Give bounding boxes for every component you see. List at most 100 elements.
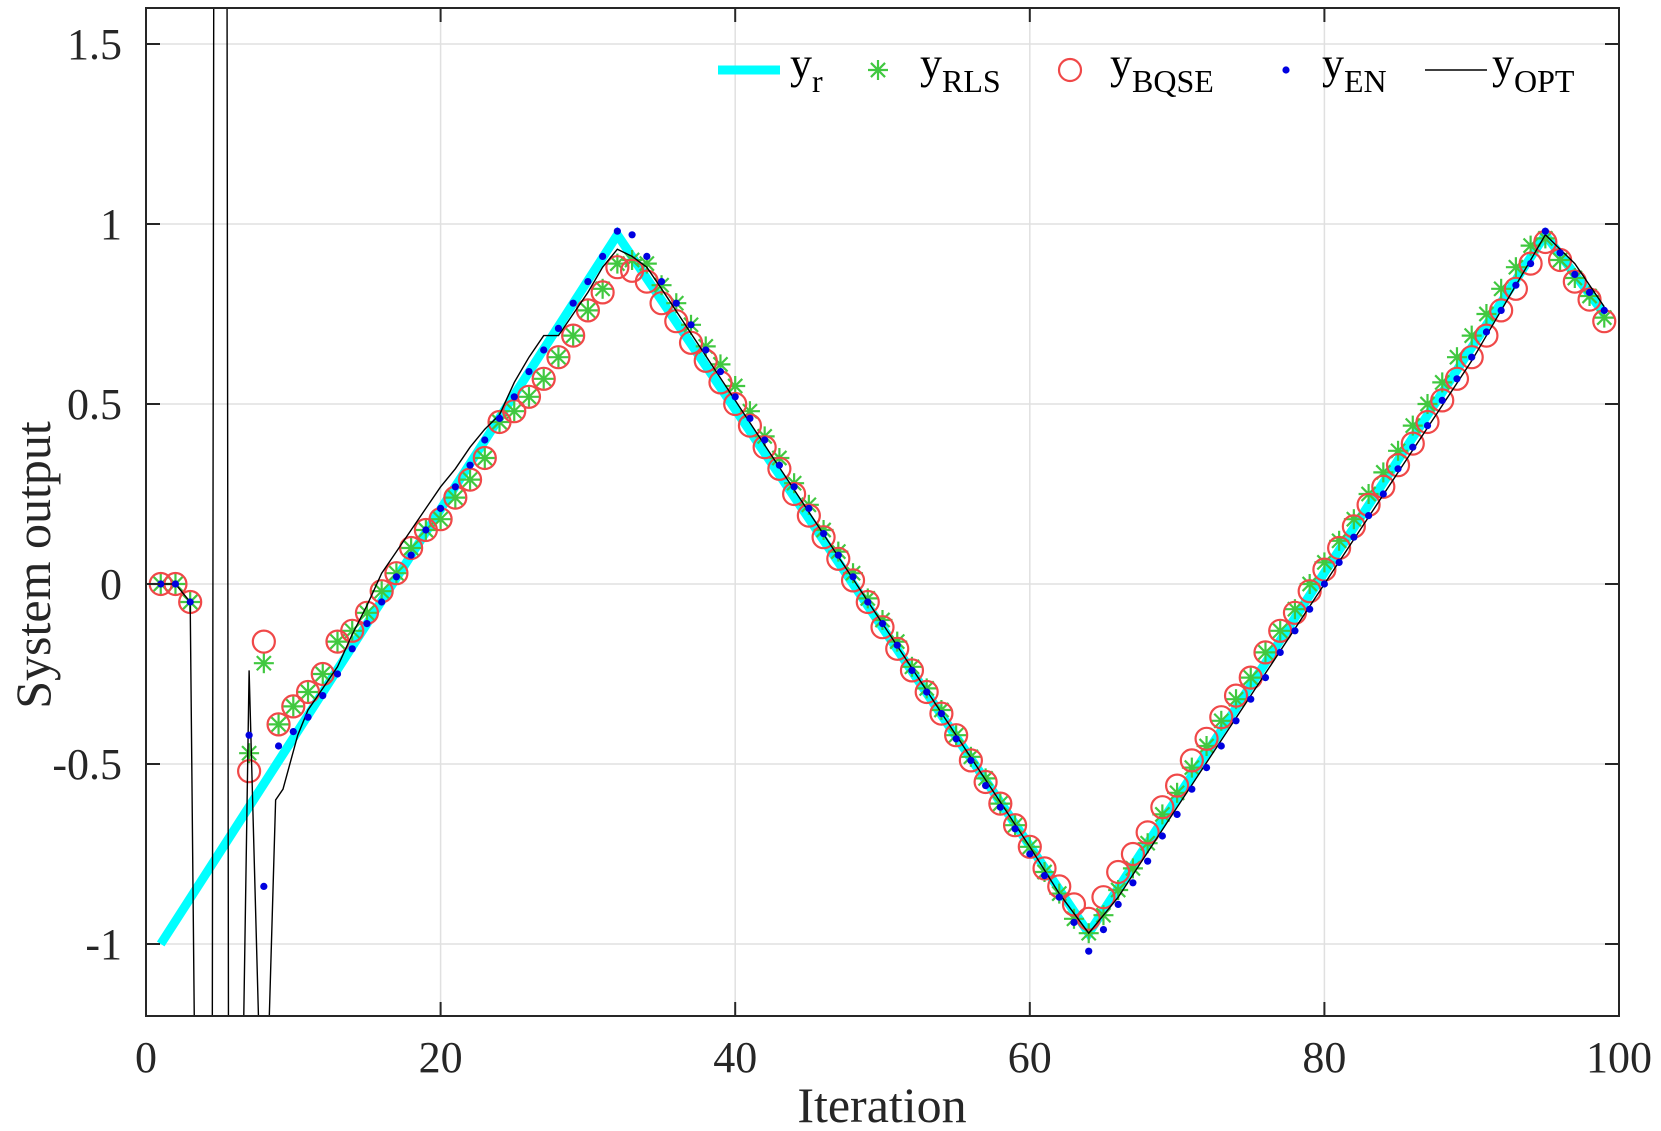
en-point xyxy=(1585,288,1594,296)
rls-point xyxy=(1329,530,1350,551)
rls-point xyxy=(518,386,539,407)
bqse-point xyxy=(1017,834,1042,859)
bqse-point xyxy=(1135,820,1160,845)
bqse-point xyxy=(752,435,777,460)
x-tick-label: 40 xyxy=(713,1033,757,1082)
en-point xyxy=(1070,918,1078,927)
plot-frame xyxy=(145,7,1620,1017)
bqse-point xyxy=(590,280,615,305)
rls-point xyxy=(430,509,451,530)
legend-item-en: yEN xyxy=(1282,39,1387,99)
en-point xyxy=(1600,306,1608,314)
en-point xyxy=(687,321,695,329)
en-point xyxy=(319,692,327,700)
bqse-point xyxy=(678,330,704,355)
x-tick-label: 100 xyxy=(1586,1033,1652,1082)
en-point xyxy=(1541,227,1549,235)
en-point xyxy=(819,530,828,538)
rls-point xyxy=(371,581,392,602)
en-point xyxy=(731,393,739,401)
en-point xyxy=(628,231,636,239)
rls-point xyxy=(1343,509,1364,530)
en-point xyxy=(996,803,1004,811)
y-tick-label: 1 xyxy=(100,200,122,249)
en-point xyxy=(613,227,621,235)
bqse-point xyxy=(561,323,586,348)
bqse-point xyxy=(472,445,497,471)
en-point xyxy=(1055,893,1063,901)
bqse-point xyxy=(914,679,939,705)
rls-point xyxy=(1240,667,1261,688)
en-point xyxy=(1306,605,1314,613)
bqse-point xyxy=(251,629,276,654)
legend-label-main: y xyxy=(920,39,942,88)
y-tick-label: 1.5 xyxy=(67,20,122,69)
en-point xyxy=(716,368,725,376)
bqse-point xyxy=(1002,813,1028,838)
bqse-point xyxy=(737,413,763,438)
axis-tick-labels: 0 20 40 60 80 100 -1 -0.5 0 0.5 1 1.5 xyxy=(52,20,1652,1082)
bqse-point xyxy=(840,568,866,593)
en-point xyxy=(893,641,901,649)
en-point xyxy=(1188,785,1196,793)
en-point xyxy=(304,713,312,721)
bqse-point xyxy=(1032,856,1057,881)
series-bqse xyxy=(148,229,1617,931)
y-tick-label: 0 xyxy=(100,560,122,609)
en-point xyxy=(1202,764,1211,772)
en-point xyxy=(1099,926,1108,934)
legend-swatch-rls xyxy=(868,60,888,80)
en-point xyxy=(1527,260,1535,268)
rls-point xyxy=(1594,307,1615,328)
axis-ticks xyxy=(145,8,1620,1016)
rls-point xyxy=(990,793,1011,814)
bqse-point xyxy=(531,366,556,391)
en-point xyxy=(186,598,194,606)
en-point xyxy=(746,414,754,422)
x-tick-label: 0 xyxy=(135,1033,157,1082)
en-point xyxy=(864,598,872,606)
bqse-point xyxy=(1577,287,1602,312)
bqse-point xyxy=(605,255,630,280)
en-point xyxy=(540,346,548,354)
legend-item-yr: yr xyxy=(718,39,823,99)
en-point xyxy=(1144,857,1152,865)
bqse-point xyxy=(1562,269,1587,294)
y-tick-label: -0.5 xyxy=(52,740,122,789)
en-point xyxy=(657,278,666,286)
rls-point xyxy=(460,469,481,490)
en-point xyxy=(643,252,651,260)
legend-item-opt: yOPT xyxy=(1425,39,1575,99)
legend-label-sub: BQSE xyxy=(1132,63,1214,99)
rls-point xyxy=(1284,599,1305,620)
bqse-point xyxy=(782,481,807,507)
bqse-point xyxy=(1385,453,1411,478)
x-tick-label: 60 xyxy=(1008,1033,1052,1082)
series-en xyxy=(157,227,1608,955)
bqse-point xyxy=(944,723,969,748)
en-point xyxy=(967,756,975,765)
legend-label-main: y xyxy=(790,39,812,88)
rls-point xyxy=(577,300,598,321)
en-point xyxy=(805,504,813,512)
legend-label-main: y xyxy=(1110,39,1132,88)
en-point xyxy=(525,368,533,376)
en-point xyxy=(1247,695,1255,703)
bqse-point xyxy=(1459,345,1484,370)
en-point xyxy=(1026,850,1034,858)
en-point xyxy=(1409,443,1417,451)
legend-label-main: y xyxy=(1322,39,1344,88)
rls-point xyxy=(1226,689,1247,710)
en-point xyxy=(451,483,459,491)
en-point xyxy=(422,526,430,534)
bqse-point xyxy=(1503,276,1528,301)
bqse-point xyxy=(988,791,1013,816)
rls-point xyxy=(1167,782,1188,803)
rls-point xyxy=(298,682,319,702)
rls-point xyxy=(725,376,746,396)
rls-point xyxy=(533,368,554,389)
en-point xyxy=(584,278,592,286)
en-point xyxy=(1453,375,1461,383)
bqse-point xyxy=(1150,795,1175,820)
bqse-point xyxy=(1120,841,1146,867)
